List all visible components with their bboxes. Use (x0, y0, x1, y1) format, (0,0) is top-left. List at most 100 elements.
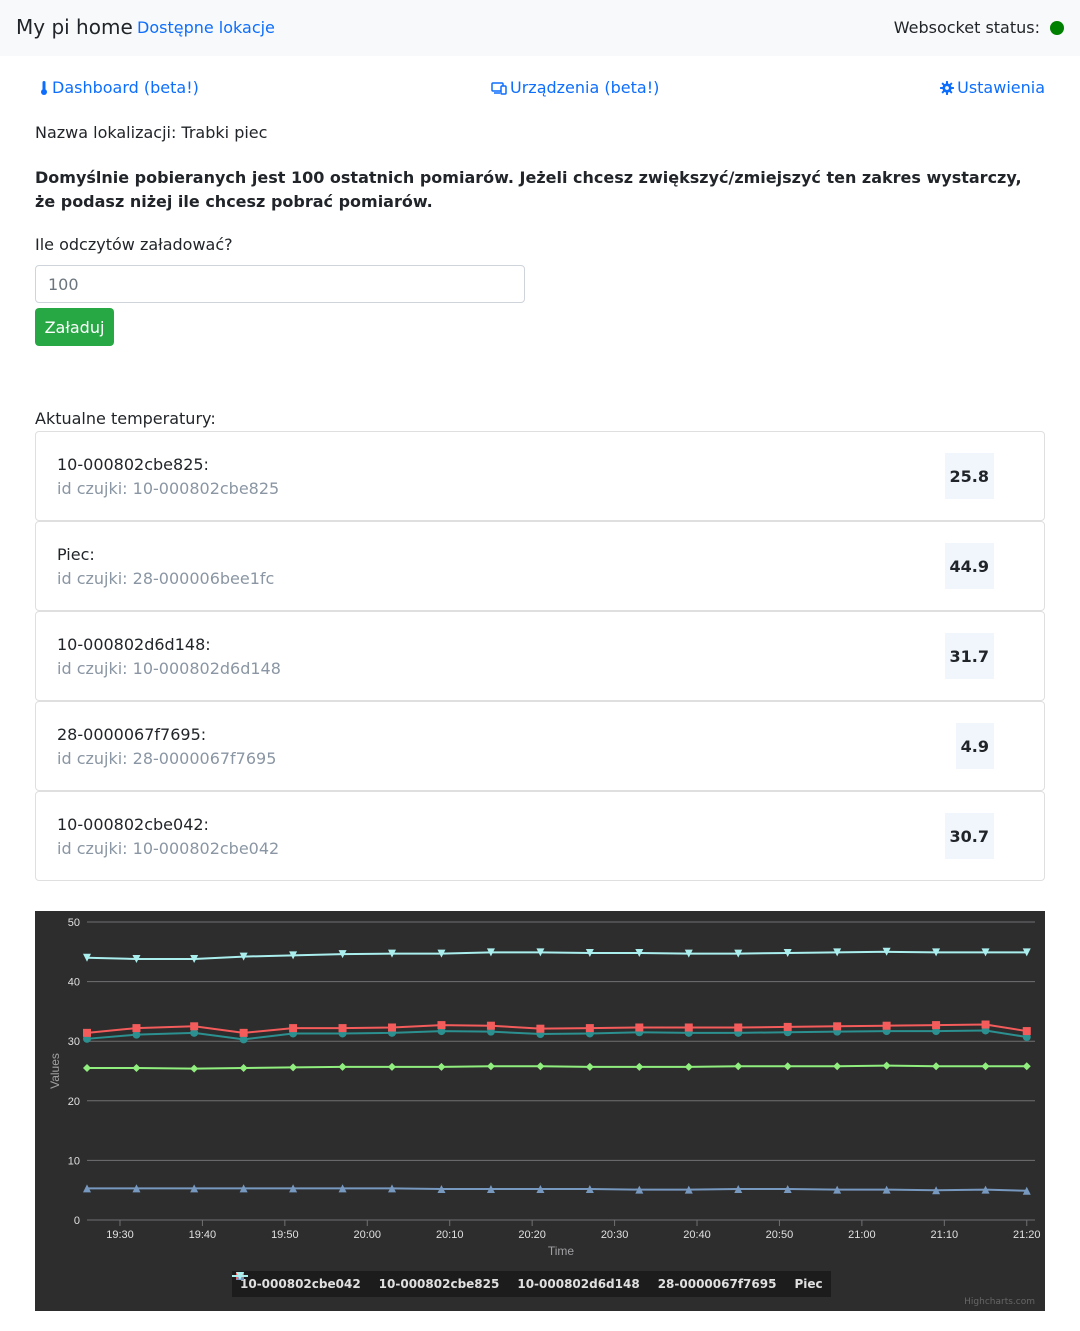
y-tick-label: 40 (68, 977, 80, 989)
x-tick-label: 20:10 (436, 1229, 464, 1241)
legend-item[interactable]: 10-000802cbe042 (232, 1272, 361, 1291)
count-label: Ile odczytów załadować? (35, 235, 233, 254)
x-tick-label: 20:30 (601, 1229, 629, 1241)
sensor-name: 10-000802cbe825: (57, 455, 209, 474)
navbar: My pi home Dostępne lokacje Websocket st… (0, 0, 1080, 56)
locations-link[interactable]: Dostępne lokacje (137, 18, 275, 37)
current-temps-label: Aktualne temperatury: (35, 409, 216, 428)
data-point (132, 1064, 141, 1073)
legend-item[interactable]: Piec (232, 1272, 823, 1291)
x-tick-label: 21:00 (848, 1229, 876, 1241)
sensor-id: id czujki: 10-000802d6d148 (57, 659, 281, 678)
data-point (132, 1024, 141, 1033)
data-point (734, 1023, 743, 1032)
data-point (190, 1184, 199, 1193)
series-line (86, 1023, 1027, 1034)
data-point (388, 949, 397, 958)
tab-dashboard[interactable]: Dashboard (beta!) (39, 78, 199, 97)
x-tick-label: 19:40 (189, 1229, 217, 1241)
data-point (437, 1062, 446, 1071)
sensor-id: id czujki: 10-000802cbe042 (57, 839, 280, 858)
data-point (833, 1062, 842, 1071)
sensor-temp-badge: 4.9 (955, 723, 994, 769)
data-point (388, 1062, 397, 1071)
data-point (83, 953, 91, 962)
data-point (882, 1061, 891, 1070)
data-point (882, 1021, 891, 1030)
count-input[interactable] (35, 265, 525, 303)
load-button[interactable]: Załaduj (35, 308, 114, 346)
tab-settings[interactable]: Ustawienia (940, 78, 1045, 97)
x-tick-label: 21:10 (931, 1229, 959, 1241)
legend-item[interactable]: 28-0000067f7695 (232, 1272, 776, 1291)
data-point (536, 1185, 545, 1194)
data-point (734, 1185, 743, 1194)
data-point (190, 1022, 199, 1031)
legend-label: Piec (794, 1277, 823, 1291)
data-point (932, 948, 941, 957)
websocket-status-indicator (1050, 21, 1064, 35)
data-point (981, 948, 990, 957)
y-tick-label: 20 (68, 1096, 80, 1108)
sensor-id: id czujki: 28-000006bee1fc (57, 569, 275, 588)
tab-dashboard-label: Dashboard (beta!) (52, 78, 199, 97)
sensor-name: Piec: (57, 545, 95, 564)
chart-credits[interactable]: Highcharts.com (964, 1297, 1035, 1307)
chart-plot: 0 10 20 30 40 50 19:30 19:40 19:50 20:00 20:10 20:2… (48, 917, 1041, 1258)
data-point (635, 1185, 644, 1194)
data-point (1022, 948, 1031, 957)
temperature-chart[interactable]: 0 10 20 30 40 50 19:30 19:40 19:50 20:00 20:10 20:2… (35, 911, 1045, 1311)
data-point (981, 1062, 990, 1071)
data-point (388, 1023, 397, 1032)
x-tick-label: 20:20 (518, 1229, 546, 1241)
sensor-temp-badge: 31.7 (944, 633, 994, 679)
tab-devices[interactable]: Urządzenia (beta!) (491, 78, 659, 97)
data-point (932, 1186, 941, 1195)
data-point (536, 948, 545, 957)
x-tick-label: 19:50 (271, 1229, 299, 1241)
series-line (87, 1064, 1027, 1070)
data-point (684, 1185, 693, 1194)
x-tick-label: 20:50 (766, 1229, 794, 1241)
y-tick-label: 0 (74, 1215, 80, 1227)
data-point (83, 1028, 91, 1037)
legend-symbol (232, 1272, 248, 1280)
y-tick-label: 30 (68, 1036, 80, 1048)
data-point (635, 948, 644, 957)
sensor-temp-badge: 25.8 (944, 453, 994, 499)
data-point (338, 1062, 347, 1071)
tab-settings-label: Ustawienia (957, 78, 1045, 97)
x-tick-label: 20:00 (354, 1229, 382, 1241)
brand[interactable]: My pi home (16, 15, 133, 39)
data-point (190, 1028, 199, 1037)
legend-item[interactable]: 10-000802cbe825 (232, 1272, 499, 1291)
list-item: 10-000802cbe825: id czujki: 10-000802cbe… (35, 431, 1045, 521)
list-item: 10-000802cbe042: id czujki: 10-000802cbe… (35, 791, 1045, 881)
data-point (585, 1185, 594, 1194)
data-point (734, 949, 743, 958)
data-point (486, 1062, 495, 1071)
legend-label: 10-000802d6d148 (517, 1277, 640, 1291)
data-point (486, 1021, 495, 1030)
data-point (536, 1024, 545, 1033)
data-point (486, 1185, 495, 1194)
data-point (190, 954, 199, 963)
x-tick-label: 20:40 (683, 1229, 711, 1241)
data-point (981, 1020, 990, 1029)
series-line (86, 1029, 1027, 1041)
legend-item[interactable]: 10-000802d6d148 (232, 1272, 640, 1291)
data-point (585, 1024, 594, 1033)
series-line (87, 1187, 1027, 1192)
data-point (833, 1022, 842, 1031)
data-point (338, 1024, 347, 1033)
sensor-id: id czujki: 28-0000067f7695 (57, 749, 277, 768)
data-point (932, 1062, 941, 1071)
data-point (833, 948, 842, 957)
data-point (585, 948, 594, 957)
data-point (635, 1062, 644, 1071)
data-point (1022, 1027, 1031, 1036)
data-point (882, 1185, 891, 1194)
location-name: Nazwa lokalizacji: Trabki piec (35, 123, 268, 142)
data-point (83, 1184, 91, 1193)
thermometer-icon (41, 80, 47, 95)
